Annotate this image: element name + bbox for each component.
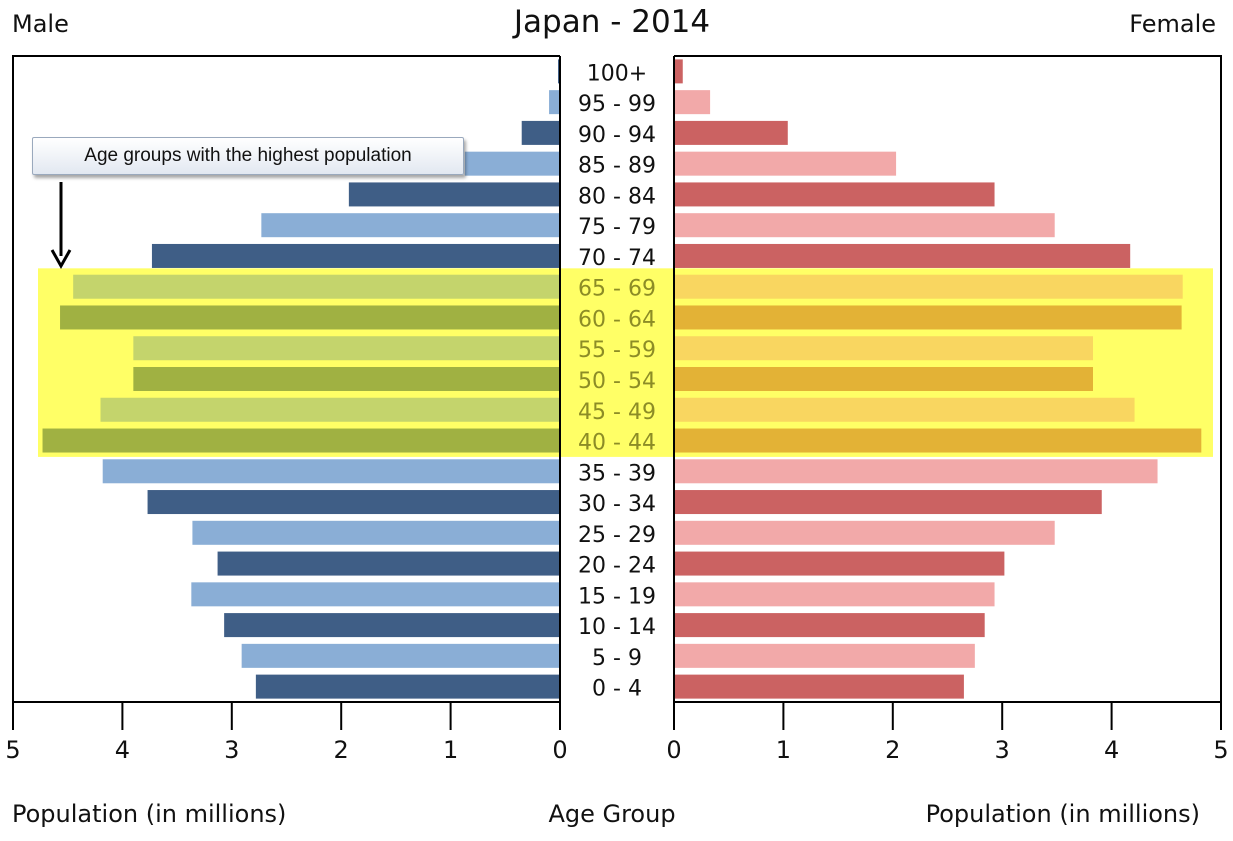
female-bar xyxy=(674,90,711,115)
female-panel-label: Female xyxy=(1129,10,1216,38)
male-bar xyxy=(133,367,560,391)
male-bar xyxy=(151,243,561,268)
male-bar xyxy=(42,428,560,453)
female-bar xyxy=(674,490,1102,515)
male-bar xyxy=(464,151,560,176)
age-group-label: 30 - 34 xyxy=(578,492,656,517)
female-bar xyxy=(674,613,985,638)
male-x-tick-label: 3 xyxy=(224,736,239,764)
age-group-label: 40 - 44 xyxy=(578,431,656,456)
male-bar xyxy=(224,613,560,638)
age-group-label: 35 - 39 xyxy=(578,461,656,486)
female-bar xyxy=(674,520,1055,545)
male-bar xyxy=(521,120,560,145)
female-bar xyxy=(674,397,1135,422)
female-x-tick-label: 3 xyxy=(995,736,1010,764)
age-group-label: 90 - 94 xyxy=(578,123,656,148)
age-group-label: 70 - 74 xyxy=(578,246,656,271)
male-bar xyxy=(192,520,560,545)
male-bar xyxy=(133,336,560,361)
female-bar xyxy=(674,428,1202,453)
male-bar xyxy=(261,213,560,238)
male-x-axis-label: Population (in millions) xyxy=(12,800,286,828)
male-panel-label: Male xyxy=(12,10,69,38)
male-x-tick-label: 5 xyxy=(5,736,20,764)
age-group-label: 60 - 64 xyxy=(578,307,656,332)
age-group-label: 20 - 24 xyxy=(578,554,656,579)
age-group-label: 15 - 19 xyxy=(578,584,656,609)
age-group-label: 100+ xyxy=(587,61,647,86)
age-group-label: 50 - 54 xyxy=(578,369,656,394)
chart-title: Japan - 2014 xyxy=(512,4,710,40)
male-bar xyxy=(217,551,560,576)
female-bar xyxy=(674,459,1158,484)
age-group-label: 95 - 99 xyxy=(578,92,656,117)
female-bar xyxy=(674,182,995,207)
female-bar xyxy=(674,120,788,145)
female-x-tick-label: 4 xyxy=(1104,736,1119,764)
male-x-tick-label: 1 xyxy=(443,736,458,764)
male-bar xyxy=(241,643,560,668)
female-x-tick-label: 5 xyxy=(1213,736,1228,764)
male-bar xyxy=(255,674,561,699)
female-bar xyxy=(674,213,1055,238)
highlight-band xyxy=(38,268,1213,457)
age-group-label: 45 - 49 xyxy=(578,400,656,425)
female-x-tick-label: 1 xyxy=(776,736,791,764)
female-x-tick-label: 0 xyxy=(666,736,681,764)
male-bar xyxy=(147,490,560,515)
age-group-label: 25 - 29 xyxy=(578,523,656,548)
female-x-tick-label: 2 xyxy=(885,736,900,764)
male-x-tick-label: 0 xyxy=(552,736,567,764)
female-bar xyxy=(674,305,1182,330)
female-bar xyxy=(674,274,1183,299)
female-bar xyxy=(674,674,964,699)
male-bar xyxy=(102,459,560,484)
male-x-tick-label: 2 xyxy=(334,736,349,764)
age-group-label: 10 - 14 xyxy=(578,615,656,640)
male-bar xyxy=(100,397,561,422)
male-bar xyxy=(191,582,560,607)
age-group-label: 75 - 79 xyxy=(578,215,656,240)
female-bar xyxy=(674,243,1131,268)
female-bar xyxy=(674,643,975,668)
female-bar xyxy=(674,367,1094,391)
age-group-label: 55 - 59 xyxy=(578,338,656,363)
male-bar xyxy=(549,90,560,115)
male-x-tick-label: 4 xyxy=(115,736,130,764)
age-group-axis-label: Age Group xyxy=(548,800,675,828)
annotation-arrow xyxy=(50,182,72,270)
female-bar xyxy=(674,336,1094,361)
male-bar xyxy=(60,305,561,330)
female-bar xyxy=(674,551,1005,576)
age-group-label: 0 - 4 xyxy=(592,677,642,702)
female-bar xyxy=(674,59,683,84)
age-group-label: 85 - 89 xyxy=(578,154,656,179)
male-bar xyxy=(348,182,560,207)
annotation-callout: Age groups with the highest population xyxy=(32,137,464,175)
female-bar xyxy=(674,151,897,176)
female-x-axis-label: Population (in millions) xyxy=(926,800,1200,828)
age-group-label: 80 - 84 xyxy=(578,184,656,209)
age-group-label: 5 - 9 xyxy=(592,646,642,671)
male-bar xyxy=(73,274,561,299)
age-group-label: 65 - 69 xyxy=(578,277,656,302)
female-bar xyxy=(674,582,995,607)
